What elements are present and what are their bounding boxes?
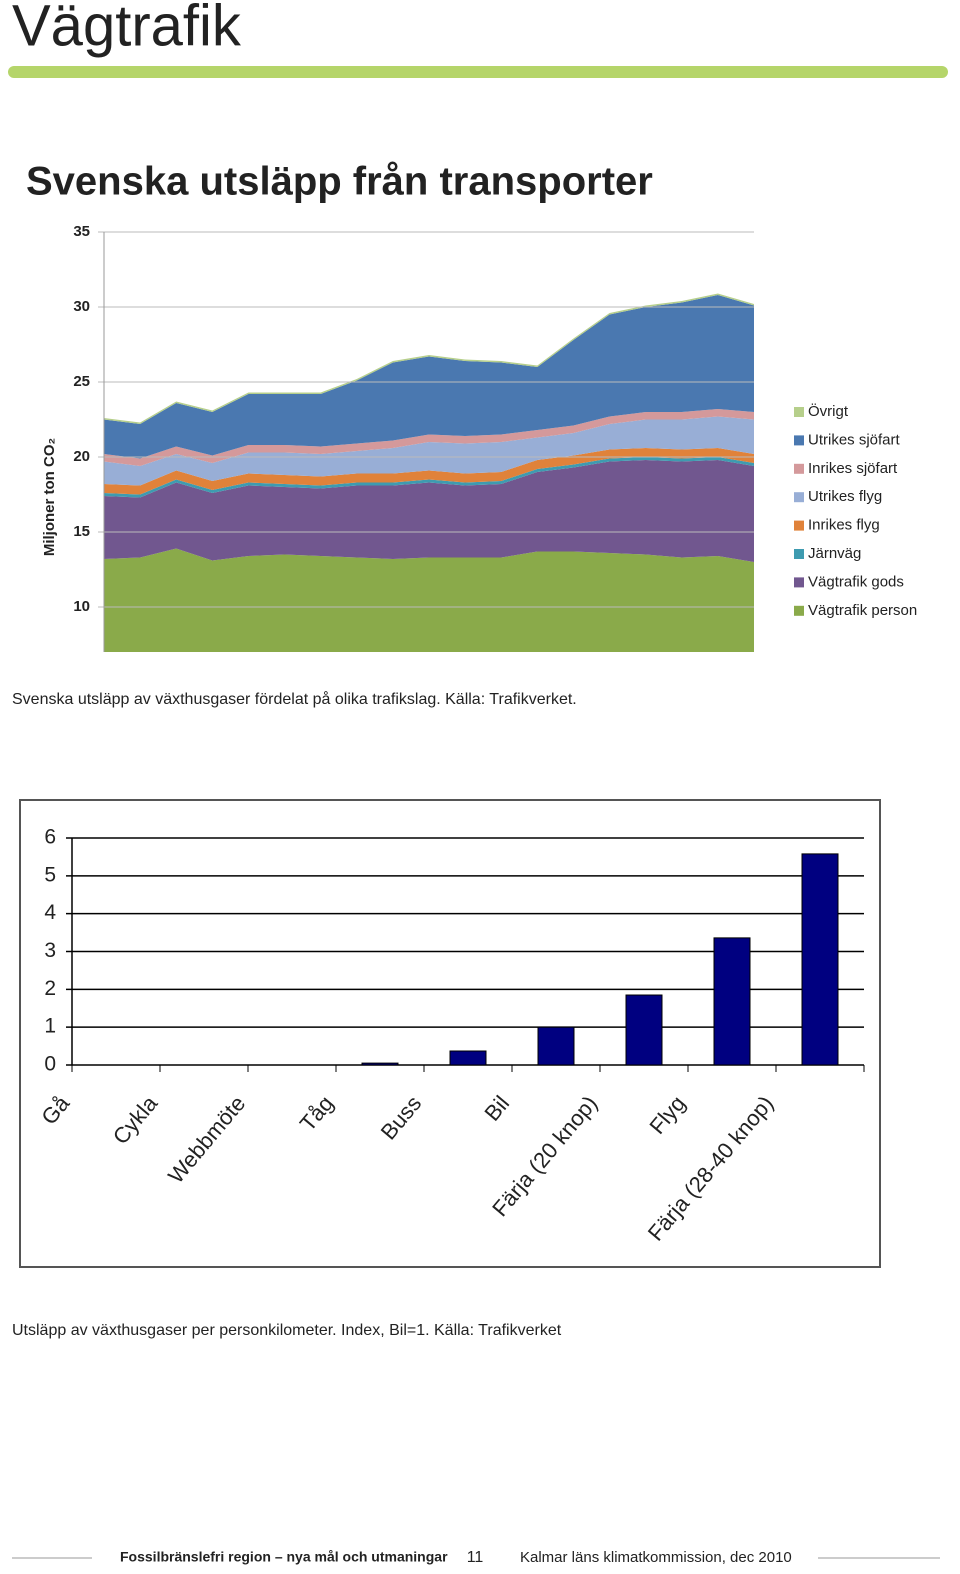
bar [625, 994, 663, 1066]
legend-label: Utrikes sjöfart [808, 431, 901, 448]
y-tick-label: 10 [73, 598, 90, 615]
area [104, 460, 754, 562]
y-tick-label: 0 [44, 1053, 56, 1076]
caption: Svenska utsläpp av växthusgaser fördelat… [12, 690, 577, 708]
y-tick-label: 35 [73, 223, 90, 240]
y-tick-label: 2 [44, 977, 56, 1000]
bar [361, 1062, 399, 1066]
legend-swatch [794, 577, 804, 588]
legend-label: Järnväg [808, 545, 861, 562]
y-tick-label: 20 [73, 448, 90, 465]
y-tick-label: 25 [73, 373, 90, 390]
caption: Utsläpp av växthusgaser per personkilome… [12, 1322, 562, 1339]
legend-label: Inrikes sjöfart [808, 460, 898, 477]
legend-swatch [794, 492, 804, 503]
legend-swatch [794, 463, 804, 474]
area [104, 457, 754, 498]
y-tick-label: 1 [44, 1015, 56, 1038]
y-tick-label: 5 [44, 863, 56, 886]
legend-swatch [794, 435, 804, 446]
bar [537, 1026, 575, 1066]
y-tick-label: 15 [73, 523, 90, 540]
area [104, 409, 754, 466]
legend-swatch [794, 605, 804, 616]
area [104, 448, 754, 495]
legend-label: Utrikes flyg [808, 488, 882, 505]
area [104, 295, 754, 459]
chart-title: Svenska utsläpp från transporter [26, 160, 653, 204]
y-tick-label: 30 [73, 298, 90, 315]
chart-frame [19, 799, 881, 1268]
y-tick-label: 6 [44, 826, 56, 849]
bar [713, 937, 751, 1066]
legend-label: Övrigt [808, 402, 849, 420]
footer-left: Fossilbränslefri region – nya mål och ut… [120, 1549, 448, 1565]
legend-label: Inrikes flyg [808, 517, 880, 534]
title-rule [8, 66, 948, 78]
legend-label: Vägtrafik person [808, 602, 917, 619]
page-title: Vägtrafik [12, 0, 242, 58]
y-axis-label: Miljoner ton CO₂ [41, 438, 58, 556]
y-tick-label: 3 [44, 939, 56, 962]
bar [449, 1050, 487, 1066]
legend-swatch [794, 407, 804, 417]
page-number: 11 [467, 1549, 484, 1566]
area [104, 416, 754, 486]
area [104, 548, 754, 652]
footer-right: Kalmar läns klimatkommission, dec 2010 [520, 1549, 792, 1566]
area [104, 293, 754, 424]
bar [801, 853, 839, 1066]
legend-label: Vägtrafik gods [808, 573, 904, 590]
legend-swatch [794, 520, 804, 531]
legend-swatch [794, 549, 804, 559]
y-tick-label: 4 [44, 901, 56, 924]
